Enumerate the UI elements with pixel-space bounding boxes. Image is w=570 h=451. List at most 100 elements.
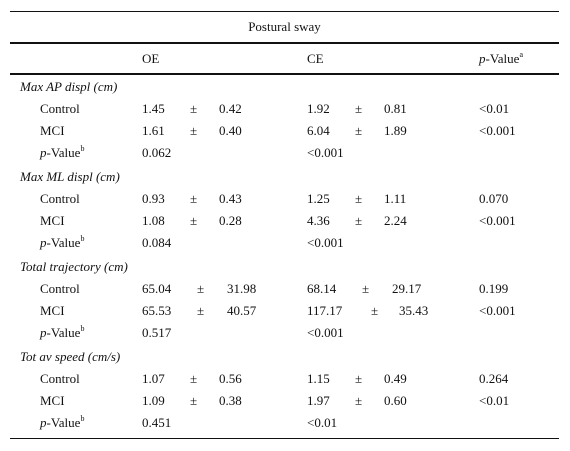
top-rule (10, 11, 559, 12)
oe-sd-value: 31.98 (227, 281, 257, 296)
oe-sd-value: 0.40 (219, 123, 242, 138)
row-label: MCI (40, 123, 65, 138)
ce-mean-value: 4.36 (307, 213, 330, 228)
plus-minus-sign: ± (190, 123, 198, 138)
column-header-oe: OE (142, 51, 160, 66)
section-title: Max ML displ (cm) (20, 169, 120, 184)
super-header: Postural sway (248, 19, 321, 34)
ce-sd-value: 1.11 (384, 191, 407, 206)
column-header-rule (10, 73, 559, 75)
postural-sway-table: Postural sway OE CE p-Valuea Max AP disp… (10, 0, 559, 451)
pvalue-row-rest: -Value (46, 415, 81, 430)
pvalue-row-footnote-mark: b (80, 144, 85, 153)
oe-group-p-value: 0.517 (142, 325, 172, 340)
row-label: MCI (40, 393, 65, 408)
ce-group-p-value: <0.001 (307, 235, 344, 250)
pvalue-header-prefix: p (479, 51, 486, 66)
oe-sd-value: 0.43 (219, 191, 242, 206)
ce-sd-value: 2.24 (384, 213, 407, 228)
pvalue-row-prefix: p (40, 415, 47, 430)
oe-mean-value: 1.08 (142, 213, 165, 228)
ce-mean-value: 1.92 (307, 101, 330, 116)
plus-minus-sign: ± (355, 123, 363, 138)
ce-mean-value: 6.04 (307, 123, 330, 138)
pvalue-row-prefix: p (40, 325, 47, 340)
pvalue-row-rest: -Value (46, 145, 81, 160)
pvalue-row-label: p-Valueb (40, 325, 84, 341)
pvalue-header-rest: -Value (485, 51, 520, 66)
section-title: Tot av speed (cm/s) (20, 349, 121, 364)
ce-sd-value: 0.81 (384, 101, 407, 116)
bottom-rule (10, 438, 559, 439)
ce-group-p-value: <0.001 (307, 325, 344, 340)
plus-minus-sign: ± (371, 303, 379, 318)
p-value: <0.01 (479, 393, 510, 408)
oe-mean-value: 1.09 (142, 393, 165, 408)
ce-sd-value: 0.49 (384, 371, 407, 386)
oe-sd-value: 0.28 (219, 213, 242, 228)
ce-group-p-value: <0.01 (307, 415, 338, 430)
pvalue-row-footnote-mark: b (80, 414, 85, 423)
section-title: Total trajectory (cm) (20, 259, 128, 274)
pvalue-row-prefix: p (40, 235, 47, 250)
column-header-ce: CE (307, 51, 324, 66)
pvalue-row-footnote-mark: b (80, 234, 85, 243)
oe-mean-value: 1.45 (142, 101, 165, 116)
p-value: <0.001 (479, 303, 516, 318)
pvalue-row-footnote-mark: b (80, 324, 85, 333)
ce-mean-value: 68.14 (307, 281, 337, 296)
p-value: 0.264 (479, 371, 509, 386)
section-title: Max AP displ (cm) (20, 79, 118, 94)
pvalue-row-rest: -Value (46, 235, 81, 250)
row-label: MCI (40, 303, 65, 318)
p-value: <0.001 (479, 213, 516, 228)
super-header-rule (10, 42, 559, 44)
oe-mean-value: 65.04 (142, 281, 172, 296)
plus-minus-sign: ± (355, 213, 363, 228)
oe-group-p-value: 0.084 (142, 235, 172, 250)
ce-sd-value: 1.89 (384, 123, 407, 138)
oe-mean-value: 1.07 (142, 371, 165, 386)
plus-minus-sign: ± (190, 393, 198, 408)
pvalue-row-label: p-Valueb (40, 415, 84, 431)
plus-minus-sign: ± (355, 371, 363, 386)
ce-mean-value: 1.97 (307, 393, 330, 408)
oe-group-p-value: 0.451 (142, 415, 172, 430)
ce-group-p-value: <0.001 (307, 145, 344, 160)
oe-sd-value: 0.56 (219, 371, 242, 386)
plus-minus-sign: ± (197, 303, 205, 318)
oe-sd-value: 40.57 (227, 303, 257, 318)
ce-sd-value: 29.17 (392, 281, 422, 296)
ce-sd-value: 35.43 (399, 303, 429, 318)
row-label: Control (40, 101, 80, 116)
row-label: Control (40, 281, 80, 296)
pvalue-row-label: p-Valueb (40, 145, 84, 161)
plus-minus-sign: ± (190, 191, 198, 206)
plus-minus-sign: ± (190, 213, 198, 228)
oe-mean-value: 0.93 (142, 191, 165, 206)
pvalue-row-label: p-Valueb (40, 235, 84, 251)
plus-minus-sign: ± (362, 281, 370, 296)
plus-minus-sign: ± (355, 393, 363, 408)
ce-mean-value: 1.15 (307, 371, 330, 386)
ce-mean-value: 1.25 (307, 191, 330, 206)
row-label: MCI (40, 213, 65, 228)
p-value: 0.199 (479, 281, 509, 296)
row-label: Control (40, 371, 80, 386)
pvalue-header-footnote-mark: a (519, 50, 523, 59)
oe-mean-value: 1.61 (142, 123, 165, 138)
oe-group-p-value: 0.062 (142, 145, 172, 160)
row-label: Control (40, 191, 80, 206)
plus-minus-sign: ± (190, 101, 198, 116)
plus-minus-sign: ± (355, 191, 363, 206)
p-value: <0.001 (479, 123, 516, 138)
p-value: <0.01 (479, 101, 510, 116)
oe-mean-value: 65.53 (142, 303, 172, 318)
plus-minus-sign: ± (355, 101, 363, 116)
ce-sd-value: 0.60 (384, 393, 407, 408)
pvalue-row-prefix: p (40, 145, 47, 160)
plus-minus-sign: ± (190, 371, 198, 386)
ce-mean-value: 117.17 (307, 303, 343, 318)
plus-minus-sign: ± (197, 281, 205, 296)
p-value: 0.070 (479, 191, 509, 206)
